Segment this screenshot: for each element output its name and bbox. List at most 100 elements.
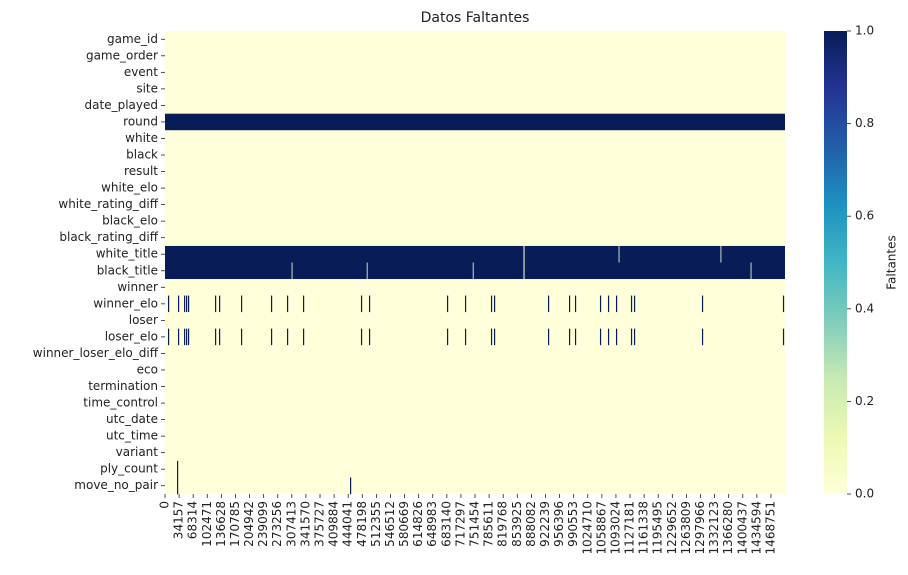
row-background: [165, 279, 785, 296]
missing-span: [464, 328, 467, 346]
y-tick-label: white_elo: [101, 181, 158, 195]
row-background: [165, 295, 785, 313]
y-tick-label: ply_count: [100, 462, 158, 476]
missing-span: [368, 328, 371, 346]
x-tick-label: 34157: [172, 501, 186, 539]
x-tick-label: 819768: [496, 501, 510, 547]
missing-span: [524, 245, 619, 263]
row-background: [165, 146, 785, 164]
row-background: [165, 196, 785, 214]
x-tick-label: 478198: [355, 501, 369, 547]
x-tick-label: 409884: [327, 501, 341, 547]
row-background: [165, 212, 785, 230]
row-background: [165, 328, 785, 346]
colorbar-tick-label: 0.8: [855, 116, 874, 130]
y-tick-label: black_title: [97, 263, 158, 277]
missing-span: [490, 328, 493, 346]
missing-span: [615, 295, 618, 313]
y-tick-label: utc_time: [106, 429, 158, 443]
row-background: [165, 345, 785, 363]
x-tick-label: 956396: [552, 501, 566, 547]
missing-span: [751, 262, 785, 280]
y-tick-label: time_control: [83, 396, 158, 410]
missing-span: [568, 295, 571, 313]
missing-span: [292, 262, 367, 280]
x-tick-label: 853925: [510, 501, 524, 547]
row-background: [165, 427, 785, 445]
y-tick-label: black_rating_diff: [59, 230, 158, 244]
row-background: [165, 31, 785, 48]
missing-span: [490, 295, 493, 313]
missing-span: [368, 295, 371, 313]
x-tick-label: 0: [158, 501, 172, 509]
missing-span: [473, 262, 524, 280]
missing-span: [701, 328, 704, 346]
x-tick-label: 1468751: [763, 501, 777, 554]
row-background: [165, 361, 785, 379]
missing-span: [168, 328, 170, 346]
row-background: [165, 411, 785, 429]
missing-span: [367, 262, 473, 280]
x-tick-label: 1161338: [637, 501, 651, 554]
missing-span: [187, 295, 190, 313]
x-tick-label: 444041: [341, 501, 355, 547]
missing-span: [219, 328, 221, 346]
missing-span: [360, 328, 363, 346]
y-tick-label: result: [124, 164, 158, 178]
row-background: [165, 460, 785, 478]
missing-span: [633, 328, 636, 346]
missing-span: [184, 328, 186, 346]
y-tick-label: game_order: [86, 48, 158, 62]
x-tick-label: 204942: [242, 501, 256, 547]
missing-span: [349, 477, 352, 495]
missing-span: [574, 328, 577, 346]
y-tick-label: black_elo: [102, 214, 158, 228]
missing-span: [360, 295, 363, 313]
x-tick-label: 1229652: [665, 501, 679, 554]
missing-span: [607, 328, 610, 346]
missing-span: [547, 328, 550, 346]
y-tick-label: date_played: [85, 98, 158, 112]
missing-span: [187, 328, 190, 346]
x-tick-label: 648983: [425, 501, 439, 547]
x-tick-label: 170785: [228, 501, 242, 547]
x-tick-label: 1195495: [651, 501, 665, 554]
missing-span: [270, 328, 273, 346]
row-background: [165, 444, 785, 462]
missing-span: [630, 328, 633, 346]
missing-span: [464, 295, 467, 313]
x-tick-label: 102471: [200, 501, 214, 547]
x-tick-label: 239099: [256, 501, 270, 547]
missing-span: [446, 295, 449, 313]
y-tick-label: event: [124, 65, 158, 79]
y-tick-label: white_title: [96, 247, 158, 261]
missing-span: [721, 245, 785, 263]
x-tick-label: 751454: [468, 501, 482, 547]
y-tick-label: round: [123, 114, 158, 128]
missing-span: [165, 113, 785, 131]
missing-span: [177, 477, 179, 495]
missing-span: [303, 295, 305, 313]
colorbar-tick-label: 0.6: [855, 209, 874, 223]
missing-span: [185, 328, 188, 346]
row-background: [165, 64, 785, 81]
missing-span: [619, 245, 721, 263]
y-tick-label: winner_loser_elo_diff: [33, 346, 159, 360]
y-tick-label: winner: [117, 280, 158, 294]
colorbar-tick-label: 0.0: [855, 487, 874, 501]
x-tick-label: 1058867: [594, 501, 608, 554]
missing-span: [782, 295, 785, 313]
missing-span: [547, 295, 550, 313]
row-background: [165, 179, 785, 197]
row-background: [165, 312, 785, 329]
row-background: [165, 378, 785, 396]
y-tick-label: game_id: [107, 32, 158, 46]
missing-span: [303, 328, 305, 346]
x-tick-label: 683140: [439, 501, 453, 547]
row-background: [165, 477, 785, 495]
row-background: [165, 130, 785, 148]
row-background: [165, 47, 785, 65]
x-tick-label: 614826: [411, 501, 425, 547]
x-tick-label: 785611: [482, 501, 496, 547]
missing-span: [165, 245, 524, 263]
